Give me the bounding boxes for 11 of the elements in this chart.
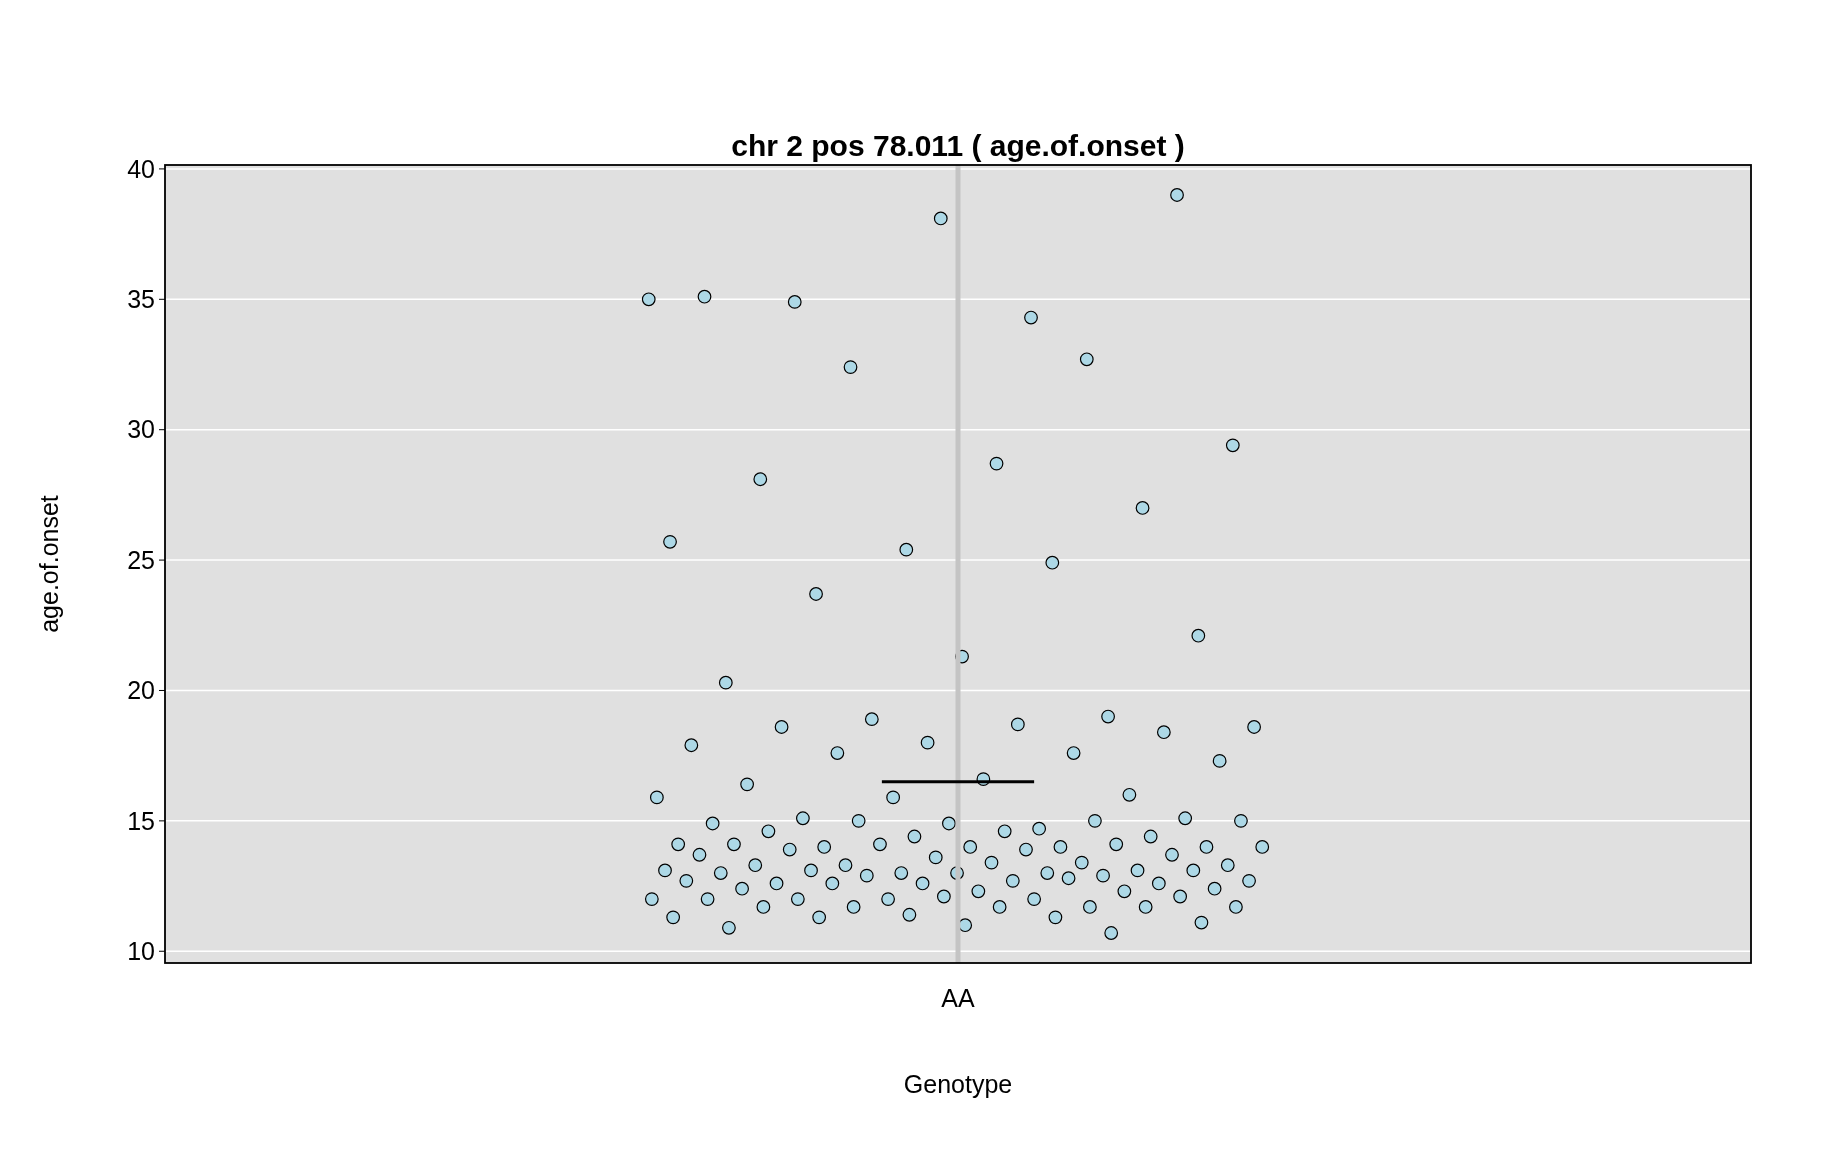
y-tick-label: 10 bbox=[127, 937, 155, 966]
y-tick-label: 30 bbox=[127, 415, 155, 444]
y-axis-title: age.of.onset bbox=[35, 495, 63, 633]
y-tick-label: 40 bbox=[127, 154, 155, 183]
x-tick-label: AA bbox=[941, 984, 975, 1012]
x-axis-title: Genotype bbox=[903, 1070, 1013, 1098]
y-tick-label: 25 bbox=[127, 545, 155, 574]
chart-title: chr 2 pos 78.011 ( age.of.onset ) bbox=[731, 129, 1185, 162]
y-tick-label: 20 bbox=[127, 676, 155, 705]
y-tick-label: 35 bbox=[127, 285, 155, 314]
y-tick-label: 15 bbox=[127, 806, 155, 835]
